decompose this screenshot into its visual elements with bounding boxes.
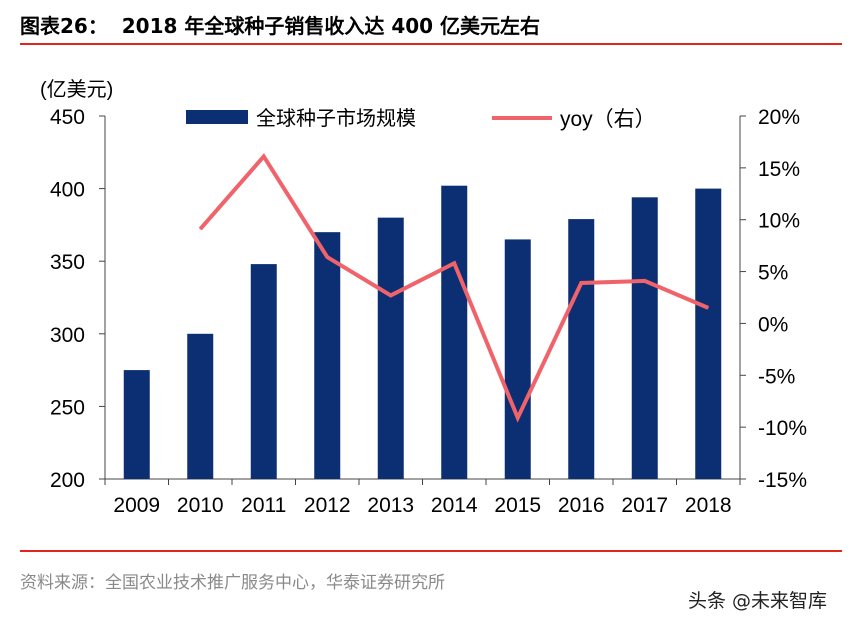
yoy-point: [390, 294, 392, 296]
bar-2015: [504, 239, 531, 479]
x-tick-label: 2016: [558, 494, 605, 517]
x-tick-label: 2011: [241, 494, 286, 517]
right-tick-label: 15%: [758, 158, 800, 181]
left-tick-label: 450: [50, 106, 85, 129]
chart: (亿美元) 200 250 300 350 400 450 -15% -10% -5% 0% 5% 1…: [40, 78, 807, 517]
x-tick-label: 2009: [113, 494, 160, 517]
source-note: 资料来源：全国农业技术推广服务中心，华泰证券研究所: [20, 573, 445, 593]
bar-2017: [631, 197, 658, 479]
bar-2009: [123, 370, 150, 479]
legend-line-label: yoy（右）: [560, 108, 656, 131]
left-tick-label: 400: [50, 179, 85, 202]
x-tick-label: 2012: [304, 494, 351, 517]
right-tick-label: 20%: [758, 106, 800, 129]
x-tick-label: 2018: [685, 494, 732, 517]
yoy-point: [326, 256, 328, 258]
yoy-point: [580, 282, 582, 284]
right-tick-label: 5%: [758, 262, 788, 285]
footer-rule: [20, 550, 842, 552]
x-tick-label: 2010: [177, 494, 224, 517]
yoy-point: [453, 262, 455, 264]
bar-2013: [377, 217, 404, 479]
unit-label: (亿美元): [40, 78, 113, 101]
yoy-point: [517, 417, 519, 419]
left-tick-label: 200: [50, 469, 85, 492]
x-tick-label: 2014: [431, 494, 478, 517]
legend: 全球种子市场规模 yoy（右）: [186, 107, 656, 131]
left-tick-label: 250: [50, 396, 85, 419]
right-tick-label: -15%: [758, 469, 807, 492]
figure-title: 图表26： 2018 年全球种子销售收入达 400 亿美元左右: [20, 14, 541, 38]
legend-bar-swatch: [186, 110, 248, 124]
left-tick-label: 350: [50, 251, 85, 274]
x-tick-label: 2013: [367, 494, 414, 517]
watermark: 头条 @未来智库: [688, 590, 828, 612]
yoy-point: [199, 228, 201, 230]
x-tick-label: 2015: [494, 494, 541, 517]
left-tick-label: 300: [50, 324, 85, 347]
yoy-point: [644, 280, 646, 282]
yoy-point: [263, 155, 265, 157]
yoy-point: [707, 307, 709, 309]
right-tick-label: -5%: [758, 365, 795, 388]
right-tick-label: 10%: [758, 210, 800, 233]
bar-2012: [314, 232, 341, 479]
right-tick-label: -10%: [758, 417, 807, 440]
bar-2016: [568, 219, 595, 480]
header-rule: [20, 43, 842, 45]
x-tick-label: 2017: [621, 494, 668, 517]
legend-bar-label: 全球种子市场规模: [256, 107, 416, 130]
bar-2018: [695, 188, 722, 479]
bar-2010: [187, 333, 214, 479]
bar-2011: [250, 264, 277, 479]
right-tick-label: 0%: [758, 313, 788, 336]
bar-2014: [441, 185, 468, 480]
